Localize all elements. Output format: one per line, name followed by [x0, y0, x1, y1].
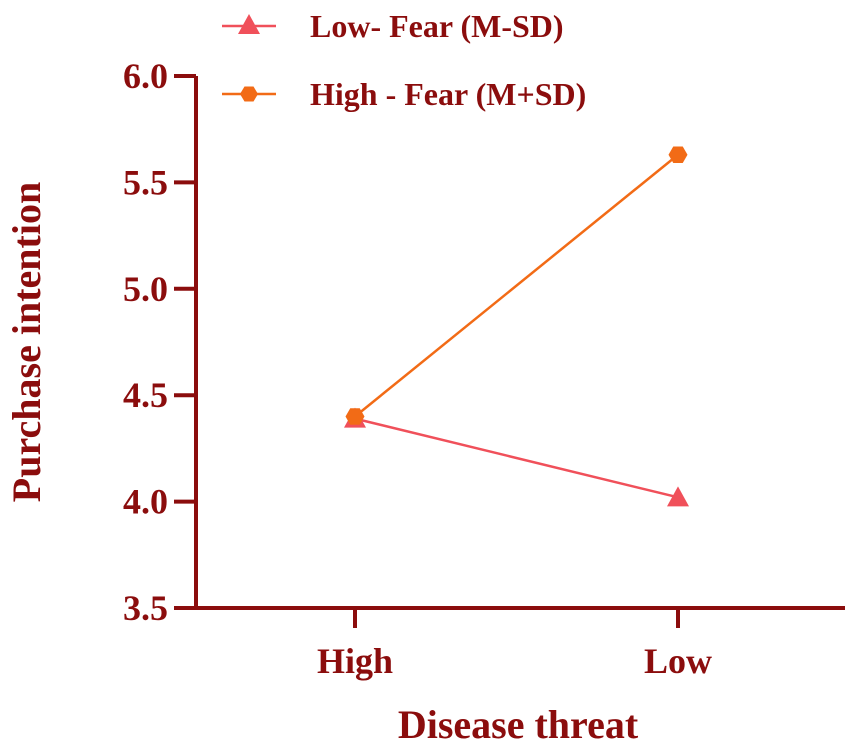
y-tick-label: 4.5: [123, 375, 168, 415]
y-tick-label: 6.0: [123, 56, 168, 96]
y-axis-title: Purchase intention: [4, 182, 49, 502]
x-tick-label: Low: [644, 641, 712, 681]
x-tick-label: High: [317, 641, 393, 681]
y-tick-label: 5.0: [123, 269, 168, 309]
series-line-low-fear: [354, 417, 679, 499]
y-ticks: 3.5 4.0 4.5 5.0 5.5 6.0: [123, 56, 196, 628]
data-point-high-fear: [345, 408, 365, 425]
y-tick-label: 5.5: [123, 162, 168, 202]
x-ticks: High Low: [317, 608, 712, 681]
legend-hexagon-marker: [240, 86, 258, 102]
legend-triangle-marker: [238, 14, 260, 34]
legend-label-low-fear: Low- Fear (M-SD): [310, 8, 564, 44]
axes: 3.5 4.0 4.5 5.0 5.5 6.0 High Low Disease threa…: [4, 56, 845, 747]
legend-item-low-fear: Low- Fear (M-SD): [222, 8, 564, 44]
legend-item-high-fear: High - Fear (M+SD): [222, 76, 586, 112]
series-line-high-fear: [354, 153, 679, 418]
legend-label-high-fear: High - Fear (M+SD): [310, 76, 586, 112]
data-point-low-fear: [667, 486, 689, 507]
y-tick-label: 4.0: [123, 482, 168, 522]
legend: Low- Fear (M-SD) High - Fear (M+SD): [222, 8, 586, 112]
data-point-high-fear: [668, 146, 688, 163]
y-tick-label: 3.5: [123, 588, 168, 628]
x-axis-title: Disease threat: [398, 702, 639, 747]
plot-area: [344, 146, 689, 507]
